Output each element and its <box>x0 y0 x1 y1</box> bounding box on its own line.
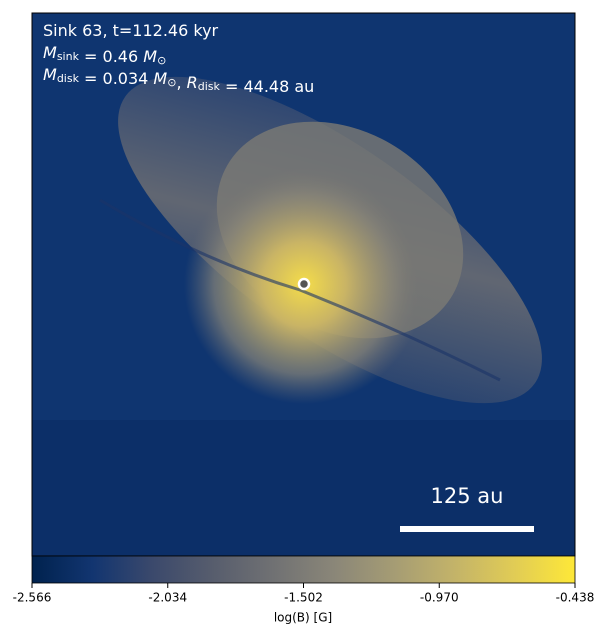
annotation-subscript: sink <box>57 50 80 63</box>
annotation-part: M <box>43 65 57 84</box>
annotation-subscript: ⊙ <box>157 54 166 67</box>
tick-label: -0.970 <box>420 591 459 605</box>
annotation-part: R <box>187 73 198 92</box>
sink-marker <box>297 277 311 291</box>
tick-label: -2.034 <box>148 591 187 605</box>
annotation-part: = 0.034 <box>79 69 153 88</box>
annotation: Mdisk = 0.034 M⊙, Rdisk = 44.48 au <box>43 65 314 96</box>
colorbar <box>31 555 576 584</box>
annotation-part: = 44.48 au <box>220 77 314 96</box>
annotation-part: , <box>176 73 186 92</box>
annotation-part: Sink 63, t=112.46 kyr <box>43 21 219 40</box>
annotation-part: M <box>143 47 157 66</box>
annotation-part: M <box>153 69 167 88</box>
annotation-subscript: disk <box>198 80 221 93</box>
annotation-subscript: disk <box>57 72 80 85</box>
annotation: Msink = 0.46 M⊙ <box>43 43 166 68</box>
colorbar-label: log(B) [G] <box>274 611 332 625</box>
scale-bar-label: 125 au <box>431 484 504 508</box>
tick-label: -0.438 <box>556 591 595 605</box>
tick-label: -2.566 <box>13 591 52 605</box>
annotation-part: M <box>43 43 57 62</box>
tick-label: -1.502 <box>284 591 323 605</box>
field-image <box>32 13 575 556</box>
annotation-part: = 0.46 <box>79 47 143 66</box>
annotation-subscript: ⊙ <box>167 76 176 89</box>
annotation: Sink 63, t=112.46 kyr <box>43 21 219 40</box>
